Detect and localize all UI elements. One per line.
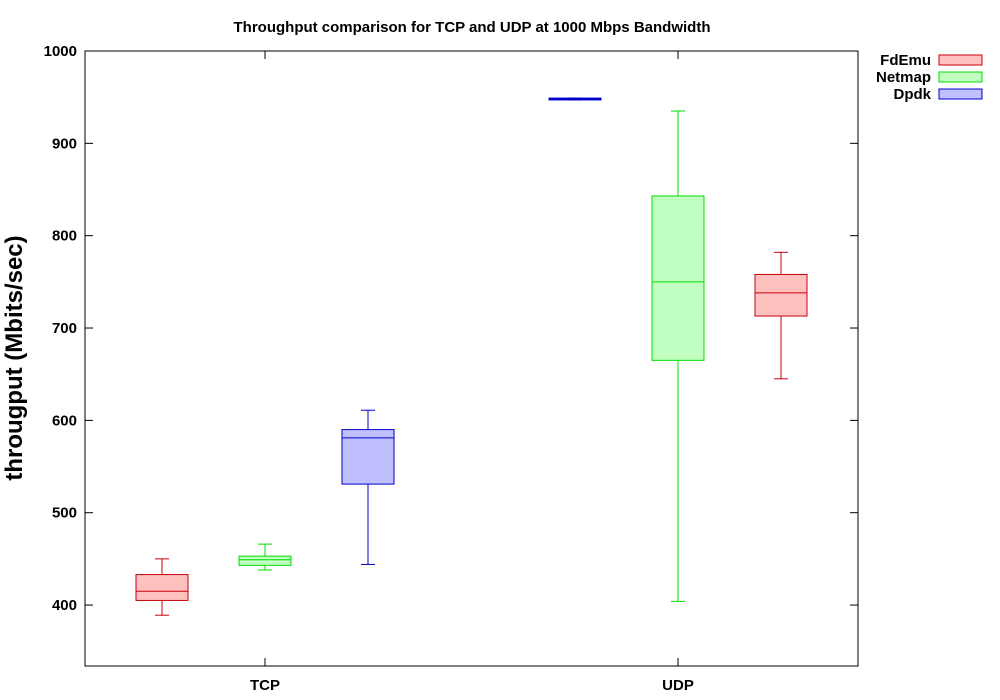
y-tick-label: 800 <box>52 228 77 245</box>
y-axis: 400 500 600 700 800 900 1000 <box>44 43 858 614</box>
y-axis-label: througput (Mbits/sec) <box>1 235 28 480</box>
y-tick-label: 900 <box>52 135 77 152</box>
box-body <box>754 273 808 317</box>
box-udp-dpdk <box>548 97 602 101</box>
x-tick-label: UDP <box>662 677 694 694</box>
legend-label-dpdk: Dpdk <box>894 86 932 103</box>
box-body <box>651 195 705 361</box>
legend-label-fdemu: FdEmu <box>880 52 931 69</box>
box-udp-fdemu <box>754 251 808 380</box>
box-series <box>135 97 808 616</box>
x-axis: TCP UDP <box>250 51 694 694</box>
legend-swatch-dpdk <box>938 88 983 100</box>
plot-area-border <box>84 50 859 667</box>
legend-swatch-fdemu <box>938 54 983 66</box>
x-tick-label: TCP <box>250 677 280 694</box>
chart-title: Throughput comparison for TCP and UDP at… <box>234 19 711 36</box>
box-body <box>238 555 292 566</box>
legend-swatch-netmap <box>938 71 983 83</box>
box-udp-netmap <box>651 110 705 602</box>
box-tcp-dpdk <box>341 409 395 565</box>
box-tcp-fdemu <box>135 558 189 616</box>
y-tick-label: 1000 <box>44 43 77 60</box>
box-tcp-netmap <box>238 543 292 571</box>
box-body <box>341 429 395 485</box>
y-tick-label: 500 <box>52 505 77 522</box>
y-tick-label: 400 <box>52 597 77 614</box>
y-tick-label: 600 <box>52 412 77 429</box>
y-tick-label: 700 <box>52 320 77 337</box>
box-body <box>135 574 189 601</box>
legend-label-netmap: Netmap <box>876 69 931 86</box>
